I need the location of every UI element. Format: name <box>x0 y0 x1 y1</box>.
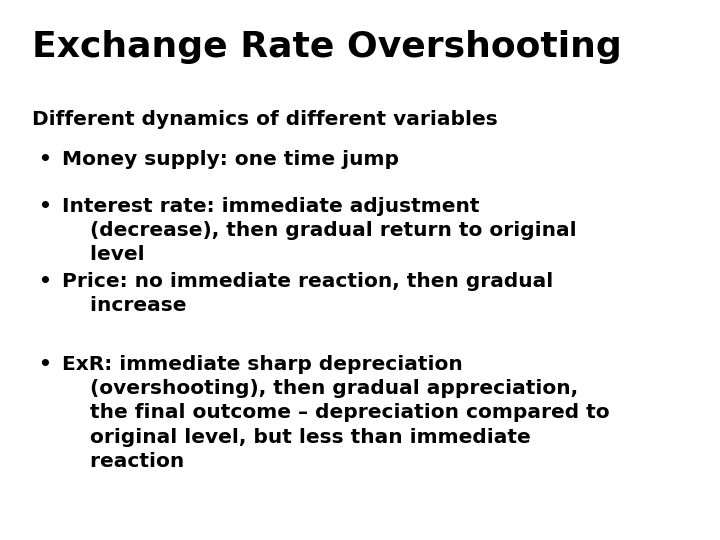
Text: Price: no immediate reaction, then gradual
    increase: Price: no immediate reaction, then gradu… <box>62 272 553 315</box>
Text: Money supply: one time jump: Money supply: one time jump <box>62 150 399 169</box>
Text: •: • <box>38 355 51 374</box>
Text: Different dynamics of different variables: Different dynamics of different variable… <box>32 110 498 129</box>
Text: •: • <box>38 197 51 216</box>
Text: Interest rate: immediate adjustment
    (decrease), then gradual return to origi: Interest rate: immediate adjustment (dec… <box>62 197 577 265</box>
Text: ExR: immediate sharp depreciation
    (overshooting), then gradual appreciation,: ExR: immediate sharp depreciation (overs… <box>62 355 610 471</box>
Text: •: • <box>38 272 51 291</box>
Text: Exchange Rate Overshooting: Exchange Rate Overshooting <box>32 30 622 64</box>
Text: •: • <box>38 150 51 169</box>
